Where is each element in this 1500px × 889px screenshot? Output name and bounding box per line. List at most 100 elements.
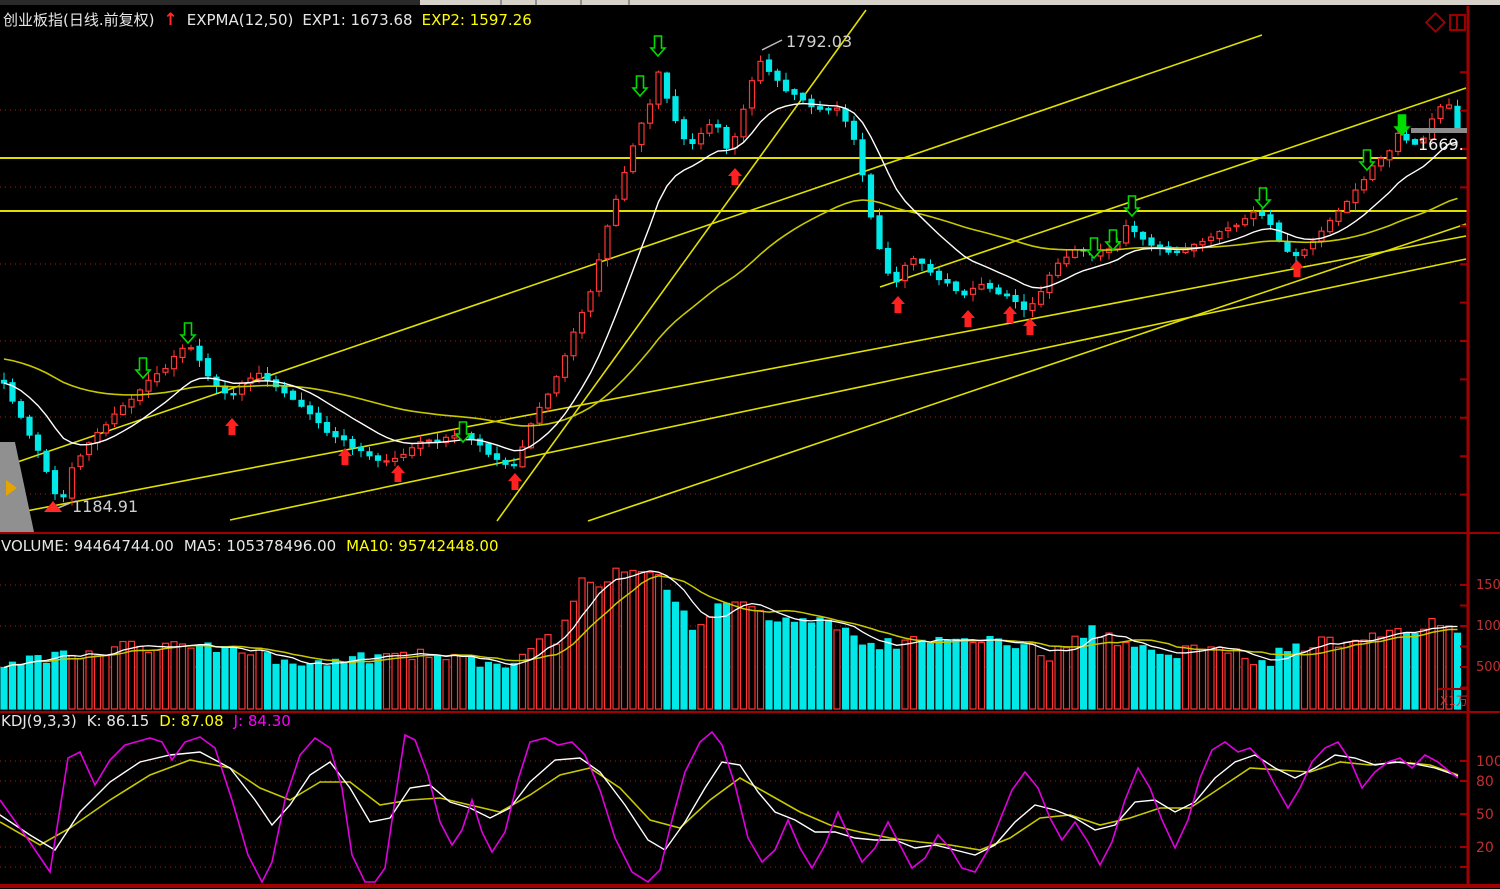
kdj-k-line xyxy=(0,751,1459,856)
volume-bar xyxy=(110,646,119,710)
buy-arrow-icon xyxy=(391,465,405,482)
volume-bar xyxy=(212,651,221,710)
volume-bar xyxy=(901,639,909,710)
volume-bar xyxy=(807,622,816,710)
panel-expander[interactable] xyxy=(0,442,34,532)
volume-bar xyxy=(1156,653,1164,710)
diagonal-trendline xyxy=(879,87,1467,288)
volume-bar xyxy=(637,570,646,710)
volume-bar xyxy=(1011,648,1020,710)
volume-bar xyxy=(238,652,246,710)
candle xyxy=(1199,240,1206,246)
candle xyxy=(1233,224,1240,228)
volume-bar xyxy=(399,651,408,710)
volume-bar xyxy=(289,663,297,710)
volume-bar xyxy=(816,617,824,710)
candle xyxy=(1029,303,1036,312)
restore-window-icon[interactable] xyxy=(1449,14,1466,31)
volume-bar xyxy=(1394,628,1402,710)
candle xyxy=(349,438,356,449)
volume-axis-label: 10000 xyxy=(1476,619,1500,634)
toolbar-separator xyxy=(500,0,502,5)
volume-bar xyxy=(459,654,467,710)
buy-arrow-icon xyxy=(891,296,905,313)
candle xyxy=(306,405,314,415)
volume-bar xyxy=(416,648,425,710)
volume-bar xyxy=(1385,629,1394,710)
signal-arrows xyxy=(57,35,1411,509)
candle xyxy=(77,455,84,468)
candle xyxy=(1139,231,1147,240)
volume-bar xyxy=(1266,665,1275,710)
volume-bar xyxy=(714,603,722,710)
candle xyxy=(825,108,832,111)
candle xyxy=(34,434,42,451)
candle xyxy=(26,416,33,436)
candle xyxy=(357,446,365,452)
volume-bar xyxy=(433,654,442,710)
kdj-d-line xyxy=(0,759,1459,851)
trough-marker-icon xyxy=(44,501,62,512)
volume-bar xyxy=(1147,649,1156,710)
volume-bar xyxy=(629,569,637,710)
volume-bar xyxy=(1411,633,1419,710)
sell-arrow-icon xyxy=(454,421,472,444)
volume-bar xyxy=(1190,644,1198,710)
volume-bar xyxy=(739,601,748,710)
candle xyxy=(578,311,586,334)
candle xyxy=(646,103,654,124)
candle xyxy=(1377,157,1385,167)
candle xyxy=(1241,218,1249,226)
candle xyxy=(765,59,773,72)
volume-bar xyxy=(51,651,59,710)
volume-bar xyxy=(263,652,272,710)
candle xyxy=(612,198,620,227)
volume-bar xyxy=(1436,625,1445,710)
volume-bar xyxy=(1130,646,1139,710)
candle xyxy=(1360,178,1368,191)
sell-arrow-icon xyxy=(179,322,197,345)
volume-bar xyxy=(867,642,875,710)
candle xyxy=(782,79,790,92)
candle xyxy=(43,450,50,472)
volume-bar xyxy=(858,644,867,710)
candle xyxy=(689,139,696,145)
right-arrow-icon xyxy=(6,480,17,496)
candle xyxy=(102,424,110,434)
expma50-line xyxy=(3,197,1458,427)
volume-bar xyxy=(1003,645,1011,710)
volume-bar xyxy=(960,638,969,710)
candle xyxy=(323,421,331,433)
candle xyxy=(230,392,237,396)
candle xyxy=(238,382,246,395)
volume-bar xyxy=(93,655,102,710)
volume-bar xyxy=(918,639,926,710)
sell-arrow-icon xyxy=(1085,237,1103,260)
candle xyxy=(298,399,305,407)
candle xyxy=(408,447,416,457)
volume-bar xyxy=(765,620,773,710)
volume-bar xyxy=(484,661,493,710)
volume-bar xyxy=(1241,657,1249,710)
candle xyxy=(808,98,815,108)
volume-bar xyxy=(153,649,161,710)
volume-ma5-line xyxy=(3,570,1458,669)
volume-bar xyxy=(697,624,705,710)
candle xyxy=(94,431,101,444)
volume-bar xyxy=(119,640,127,710)
candle xyxy=(1445,104,1453,109)
volume-bar xyxy=(1181,645,1190,710)
volume-bar xyxy=(25,655,34,710)
volume-bar xyxy=(790,621,799,710)
volume-bar xyxy=(1368,632,1377,710)
volume-bar xyxy=(994,638,1003,710)
volume-bar xyxy=(76,658,85,710)
candle xyxy=(774,70,781,81)
volume-bar xyxy=(773,621,782,710)
candle xyxy=(1216,230,1223,240)
volume-bar xyxy=(586,581,595,710)
candle xyxy=(1122,224,1130,244)
candle xyxy=(1207,236,1215,242)
candle xyxy=(952,281,960,292)
candle xyxy=(1054,262,1062,277)
